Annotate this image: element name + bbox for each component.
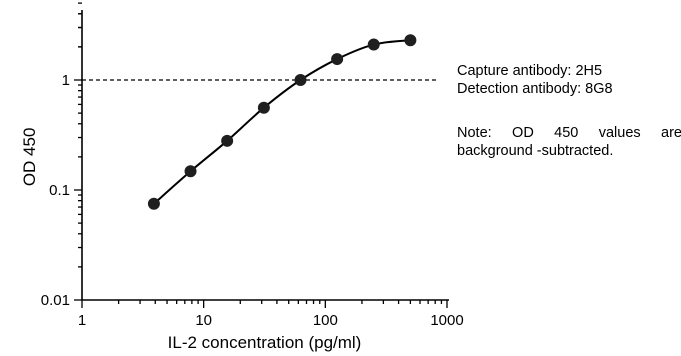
data-point [257,101,270,114]
detection-antibody-note: Detection antibody: 8G8 [457,81,613,97]
x-tick-label: 10 [195,312,212,329]
background-note: Note: OD 450 values are background -subt… [457,125,681,159]
y-tick-label: 0.01 [41,292,70,309]
x-tick-label: 1000 [430,312,463,329]
capture-antibody-note: Capture antibody: 2H5 [457,63,603,79]
data-point [147,197,160,210]
labels-group: 0.01 0.1 1 1 10 100 1000 IL-2 concentration (pg… [20,72,464,352]
data-point [184,165,197,178]
antibody-notes: Capture antibody: 2H5 Detection antibody… [457,62,613,98]
axes [74,2,449,308]
series-group [147,34,417,210]
y-axis-title: OD 450 [20,128,39,187]
x-tick-label: 100 [313,312,338,329]
data-point [404,34,417,47]
data-point [331,53,344,66]
x-axis-title: IL-2 concentration (pg/ml) [168,333,362,352]
x-tick-label: 1 [78,312,86,329]
y-tick-label: 1 [62,72,70,89]
data-point [294,74,307,86]
series-line [153,39,411,205]
data-point [367,38,380,51]
y-tick-label: 0.1 [49,182,70,199]
data-point [221,134,234,147]
